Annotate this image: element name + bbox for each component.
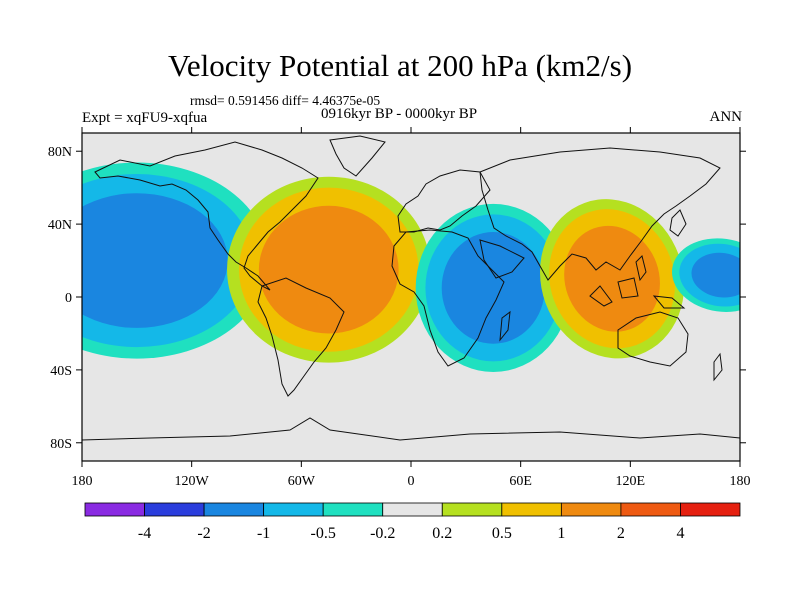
colorbar-label: 0.2 [432,525,452,542]
y-tick-label: 0 [65,291,72,306]
coast-south-america [257,277,345,397]
coast-new-zealand [713,352,723,382]
colorbar-swatch [144,502,205,517]
west-pacific-negative-cell [672,238,740,312]
stats-line: rmsd= 0.591456 diff= 4.46375e-05 [190,93,381,108]
colorbar-swatch [203,502,265,517]
west-pacific-negative-cell-level-m1 [691,252,740,298]
pacific-negative-cell [82,162,270,359]
colorbar-label: 4 [676,525,684,542]
colorbar-label: 0.5 [492,525,512,542]
x-tick-label: 60W [288,474,316,489]
colorbar-label: 1 [557,525,565,542]
x-tick-label: 120W [175,474,210,489]
coast-antarctica [82,417,740,441]
y-tick-label: 80S [50,437,72,452]
colorbar-swatch [84,502,145,517]
coast-asia [479,147,721,281]
asia-maritime-positive-cell-level-1 [564,225,660,332]
coast-north-america [94,141,319,291]
colorbar-swatch [501,502,562,517]
x-tick-label: 120E [616,474,646,489]
coast-sumatra [589,285,613,307]
colorbar-swatch [620,502,681,517]
africa-indian-negative-cell-level-m1 [441,232,545,344]
colorbar-swatch [382,502,443,517]
coast-europe [397,169,491,233]
asia-maritime-positive-cell [540,199,685,359]
x-tick-label: 0 [408,474,415,489]
colorbar-swatch [441,502,503,517]
contour-cells [82,162,740,372]
coast-japan [669,209,687,237]
colorbar: -4 -2 -1 -0.5 -0.2 0.2 0.5 1 2 4 [84,502,741,542]
season-label: ANN [709,109,743,125]
colorbar-swatch [680,502,741,517]
axes: 180 120W 60W 0 60E 120E 180 80N 40N 0 40S 80S [48,127,751,489]
colorbar-label: -1 [257,525,270,542]
colorbar-label: -4 [138,525,151,542]
america-atlantic-positive-cell [227,176,431,363]
period-label: 0916kyr BP - 0000kyr BP [321,106,478,122]
colorbar-swatch [322,502,384,517]
coast-australia [617,311,689,367]
y-tick-label: 40N [48,218,72,233]
x-tick-label: 180 [72,474,93,489]
pacific-negative-cell-level-m1 [82,193,228,328]
colorbar-label: -2 [197,525,210,542]
coast-greenland [329,135,386,177]
america-atlantic-positive-cell-level-1 [258,205,399,334]
experiment-label: Expt = xqFU9-xqfua [82,110,208,126]
colorbar-label: 2 [617,525,625,542]
coast-madagascar [499,310,511,342]
y-tick-label: 40S [50,364,72,379]
coast-philippines [635,255,647,282]
colorbar-label: -0.5 [311,525,336,542]
coast-arabia [479,239,525,279]
chart-title: Velocity Potential at 200 hPa (km2/s) [167,48,633,83]
coast-borneo [617,277,639,299]
x-tick-label: 180 [730,474,751,489]
colorbar-swatch [560,502,622,517]
coastlines [82,135,740,441]
africa-indian-negative-cell [415,203,571,372]
coast-africa [391,229,505,367]
y-tick-label: 80N [48,145,72,160]
x-tick-label: 60E [509,474,532,489]
coast-new-guinea [652,295,686,309]
colorbar-label: -0.2 [370,525,395,542]
colorbar-swatch [263,502,324,517]
